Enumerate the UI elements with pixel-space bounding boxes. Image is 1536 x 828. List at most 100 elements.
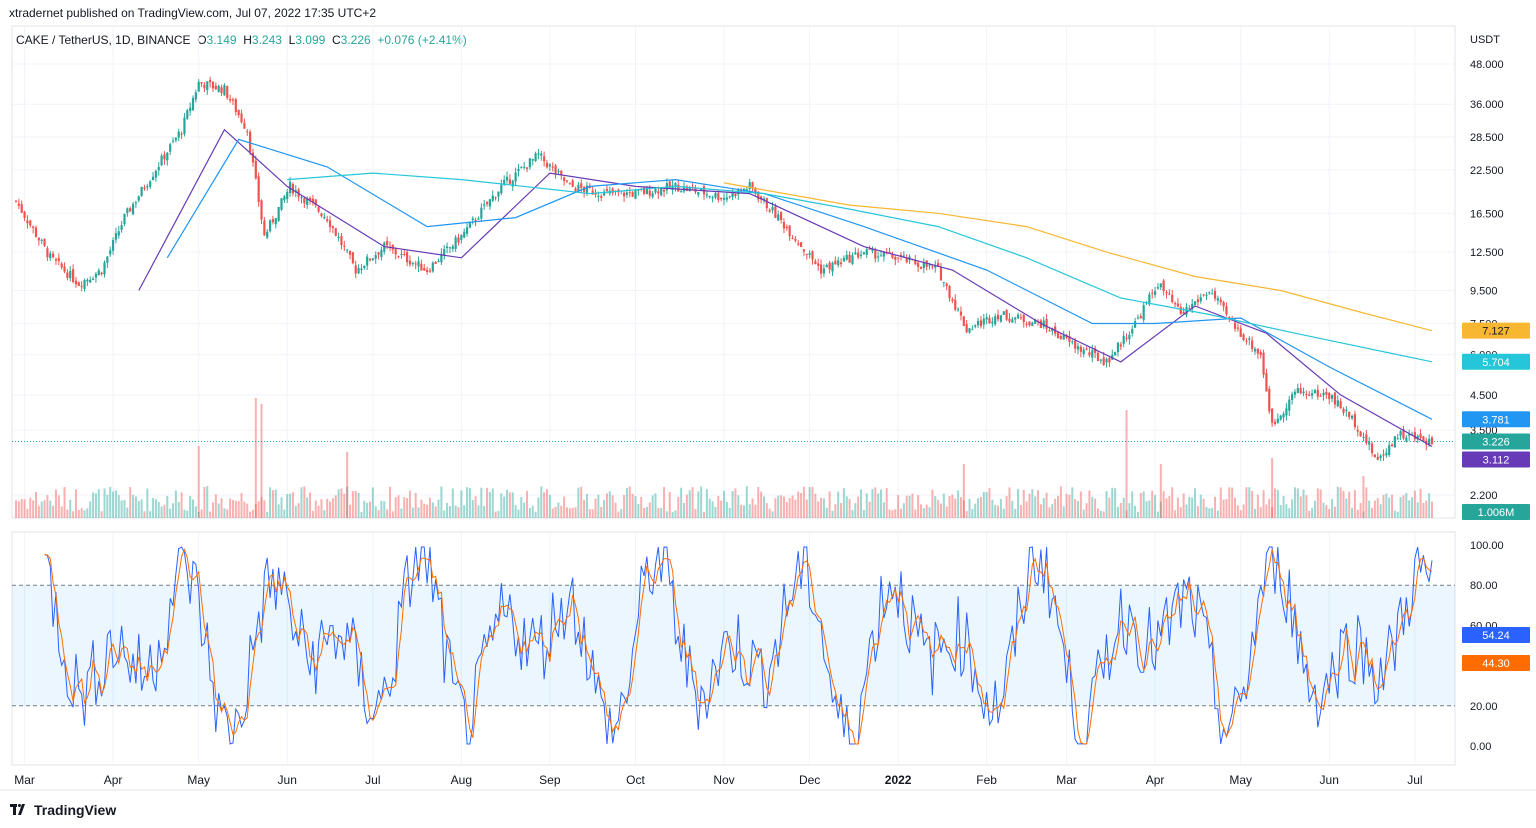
volume-bar — [126, 507, 129, 518]
candle-body — [1359, 431, 1362, 437]
volume-bar — [640, 497, 643, 518]
volume-bar — [737, 495, 740, 518]
candle-body — [1096, 352, 1100, 361]
candle-body — [1296, 388, 1299, 393]
price-chart[interactable]: 48.000 36.000 28.500 22.500 16.500 12.500 9.50… — [0, 0, 1536, 800]
candle-body — [154, 170, 157, 178]
candle-body — [634, 190, 637, 199]
volume-bar — [388, 486, 391, 518]
candle-body — [508, 179, 511, 184]
volume-bar — [1328, 509, 1331, 518]
volume-bar — [748, 504, 751, 518]
volume-bar — [83, 510, 86, 518]
volume-bar — [663, 487, 666, 518]
candle-body — [788, 225, 791, 237]
candle-body — [534, 153, 537, 161]
candle-body — [40, 239, 43, 241]
volume-bar — [999, 498, 1002, 518]
volume-bar — [900, 508, 902, 518]
volume-bar — [1311, 508, 1314, 518]
candle-body — [277, 207, 280, 221]
candle-body — [1045, 318, 1048, 329]
volume-bar — [32, 500, 35, 518]
candle-body — [742, 188, 746, 190]
volume-bar — [1296, 488, 1299, 518]
volume-bar — [428, 497, 431, 518]
time-tick-label: Jun — [278, 773, 297, 787]
volume-bar — [1165, 498, 1168, 518]
candle-body — [149, 181, 152, 187]
volume-bar — [1191, 497, 1194, 518]
volume-bar — [1048, 507, 1051, 518]
candle-body — [748, 182, 751, 190]
volume-bar — [837, 491, 840, 518]
volume-bar — [1199, 494, 1202, 518]
publisher-caption: xtradernet published on TradingView.com,… — [9, 6, 377, 20]
candle-body — [191, 97, 195, 111]
candle-body — [1208, 292, 1211, 294]
volume-bar — [688, 490, 691, 518]
candle-body — [271, 219, 275, 223]
volume-bar — [291, 492, 294, 518]
volume-bar — [982, 491, 985, 518]
candle-body — [591, 190, 594, 195]
candle-body — [52, 253, 55, 258]
candle-body — [374, 255, 377, 259]
candle-body — [351, 252, 354, 264]
candle-body — [226, 86, 229, 98]
volume-bar — [714, 507, 717, 518]
candle-body — [574, 188, 577, 192]
candle-body — [171, 140, 175, 142]
volume-bar — [1071, 487, 1074, 518]
candle-body — [548, 164, 551, 167]
symbol-title[interactable]: CAKE / TetherUS, 1D, BINANCE — [16, 33, 191, 47]
candle-body — [791, 237, 794, 239]
candle-body — [468, 221, 472, 228]
candle-body — [996, 314, 1000, 320]
candle-body — [434, 261, 437, 264]
volume-bar — [280, 497, 283, 518]
candle-body — [500, 184, 503, 194]
volume-bar — [20, 499, 23, 518]
volume-bar — [132, 494, 135, 518]
volume-bar — [757, 486, 760, 518]
candle-body — [217, 85, 220, 92]
volume-bar — [169, 508, 172, 518]
stochastic-value-badge — [1462, 626, 1530, 643]
volume-bar — [765, 503, 768, 518]
volume-bar — [1211, 507, 1214, 518]
volume-bar — [340, 488, 343, 518]
volume-bar — [840, 503, 843, 518]
volume-bar — [685, 494, 688, 518]
price-marker-label: 3.781 — [1482, 414, 1510, 426]
volume-bar — [777, 495, 780, 518]
candle-body — [631, 192, 634, 197]
candle-body — [1388, 445, 1391, 456]
candle-body — [1056, 332, 1060, 339]
volume-bar — [434, 506, 437, 518]
moving-average-line — [723, 182, 1433, 332]
volume-bar — [577, 487, 580, 518]
volume-bar — [745, 486, 748, 518]
volume-bar — [1293, 487, 1296, 518]
footer-brand[interactable]: TradingView — [10, 802, 116, 818]
candle-body — [1322, 392, 1325, 396]
volume-bar — [620, 509, 623, 518]
candle-body — [100, 272, 103, 275]
volume-bar — [431, 502, 434, 518]
candle-body — [774, 206, 777, 218]
volume-bar — [400, 508, 403, 518]
candle-body — [483, 204, 486, 206]
candle-body — [1088, 352, 1091, 355]
volume-bar — [1422, 503, 1425, 518]
candle-body — [306, 198, 309, 205]
volume-bar — [72, 511, 75, 518]
candle-body — [1413, 432, 1416, 440]
candle-body — [1373, 454, 1377, 458]
volume-bar — [297, 503, 300, 518]
volume-bar — [1039, 504, 1042, 518]
candle-body — [654, 188, 657, 193]
volume-bar — [152, 498, 155, 518]
volume-bar — [1171, 487, 1174, 518]
volume-bar — [625, 487, 628, 518]
